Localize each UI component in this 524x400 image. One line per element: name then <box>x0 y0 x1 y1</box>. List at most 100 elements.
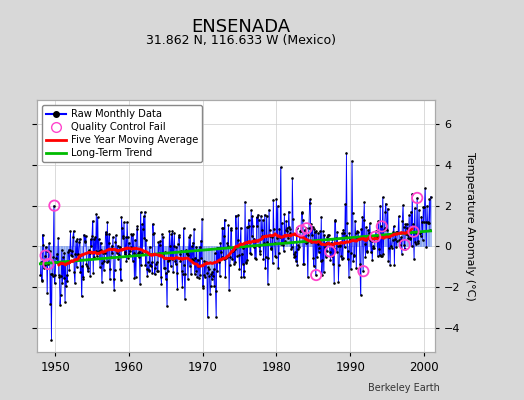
Point <box>278 220 286 226</box>
Point <box>129 250 138 256</box>
Point <box>170 242 178 249</box>
Point <box>161 276 170 282</box>
Point <box>226 254 234 260</box>
Point <box>339 255 347 262</box>
Point <box>114 242 122 249</box>
Point <box>47 270 55 277</box>
Point <box>159 234 168 240</box>
Point <box>206 283 215 290</box>
Point <box>100 258 108 264</box>
Point <box>122 234 130 240</box>
Point <box>391 229 400 236</box>
Point <box>222 254 230 261</box>
Point <box>331 216 340 223</box>
Point <box>173 286 182 292</box>
Point <box>104 239 113 246</box>
Point <box>123 219 131 225</box>
Point <box>387 232 395 238</box>
Point <box>419 236 427 243</box>
Point <box>250 255 259 262</box>
Point <box>37 259 45 265</box>
Point <box>143 272 151 279</box>
Point <box>393 228 401 235</box>
Point <box>80 232 88 238</box>
Point <box>136 209 145 216</box>
Point <box>148 270 156 276</box>
Point <box>42 243 50 250</box>
Point <box>409 228 418 235</box>
Point <box>176 250 184 257</box>
Point <box>337 256 346 262</box>
Point <box>282 218 290 224</box>
Point <box>112 250 121 256</box>
Point <box>161 265 169 272</box>
Point <box>291 249 300 256</box>
Legend: Raw Monthly Data, Quality Control Fail, Five Year Moving Average, Long-Term Tren: Raw Monthly Data, Quality Control Fail, … <box>42 105 202 162</box>
Point <box>64 248 72 255</box>
Point <box>167 231 176 238</box>
Point <box>253 214 261 220</box>
Point <box>80 238 89 244</box>
Point <box>287 246 296 252</box>
Point <box>122 258 130 264</box>
Point <box>280 211 289 217</box>
Point <box>50 202 59 209</box>
Point <box>75 239 83 245</box>
Point <box>284 234 292 241</box>
Point <box>355 234 363 240</box>
Point <box>410 256 418 262</box>
Point <box>371 233 379 240</box>
Point <box>221 216 229 223</box>
Point <box>243 256 252 263</box>
Point <box>185 234 193 240</box>
Point <box>107 242 116 249</box>
Point <box>335 262 343 268</box>
Point <box>83 262 91 269</box>
Point <box>331 218 339 225</box>
Point <box>94 250 102 256</box>
Point <box>157 280 166 287</box>
Point <box>341 201 350 208</box>
Point <box>190 271 199 277</box>
Point <box>319 228 328 234</box>
Point <box>315 245 324 251</box>
Point <box>207 270 215 277</box>
Point <box>70 269 79 275</box>
Point <box>405 235 413 241</box>
Point <box>217 254 226 260</box>
Point <box>183 250 191 256</box>
Point <box>383 226 391 233</box>
Point <box>388 236 397 243</box>
Point <box>390 262 399 268</box>
Point <box>379 251 387 257</box>
Point <box>168 228 177 234</box>
Point <box>318 272 326 278</box>
Point <box>343 256 352 263</box>
Point <box>367 249 375 256</box>
Point <box>250 235 258 242</box>
Point <box>182 251 191 258</box>
Point <box>97 278 106 285</box>
Point <box>371 234 379 240</box>
Point <box>195 275 203 281</box>
Point <box>194 262 202 269</box>
Point <box>348 158 356 164</box>
Point <box>236 243 244 249</box>
Point <box>350 253 358 260</box>
Point <box>208 276 216 282</box>
Point <box>336 242 344 248</box>
Point <box>242 259 250 265</box>
Point <box>51 258 60 265</box>
Point <box>176 258 184 265</box>
Point <box>323 234 332 240</box>
Point <box>211 287 220 294</box>
Point <box>357 235 366 242</box>
Point <box>424 220 432 226</box>
Point <box>218 225 226 231</box>
Point <box>400 242 408 248</box>
Point <box>133 223 141 230</box>
Point <box>182 247 190 253</box>
Point <box>49 254 58 260</box>
Point <box>311 229 319 235</box>
Point <box>279 233 287 239</box>
